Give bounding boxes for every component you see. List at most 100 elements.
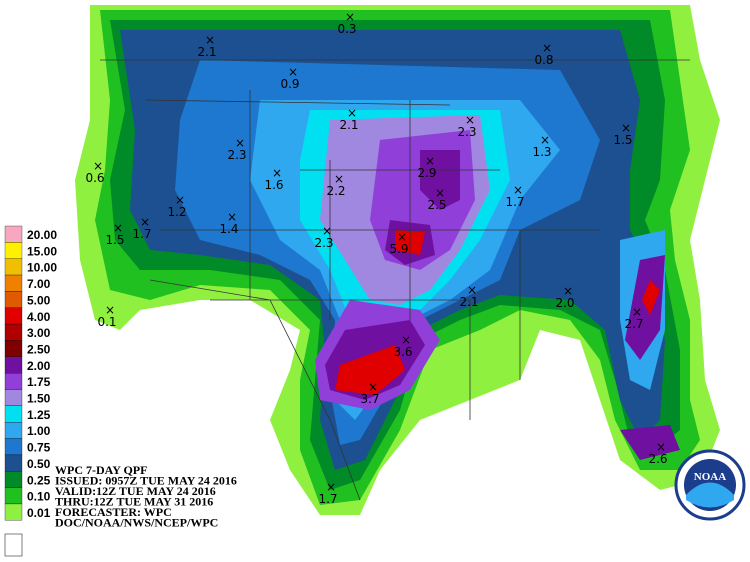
logo-text: NOAA	[694, 471, 726, 483]
max-value: 2.0	[555, 296, 574, 310]
max-value: 2.6	[648, 452, 667, 466]
max-value: 2.5	[427, 198, 446, 212]
legend-swatch	[4, 274, 23, 292]
max-value: 2.7	[624, 317, 643, 331]
legend-label: 3.00	[27, 326, 51, 340]
legend-label: 10.00	[27, 261, 57, 275]
boundaries	[100, 59, 690, 501]
legend-label: 0.50	[27, 457, 51, 471]
max-marker: ×	[656, 440, 666, 454]
legend-swatch	[4, 503, 23, 521]
legend-label: 0.75	[27, 441, 51, 455]
state-lines	[100, 59, 690, 501]
max-value: 1.5	[105, 233, 124, 247]
max-value: 2.3	[314, 236, 333, 250]
max-marker: ×	[326, 480, 336, 494]
max-marker: ×	[467, 283, 477, 297]
legend-swatch	[4, 323, 23, 341]
legend-label: 2.00	[27, 359, 51, 373]
legend-swatch	[4, 438, 23, 456]
max-value: 1.7	[132, 227, 151, 241]
max-marker: ×	[140, 215, 150, 229]
region-400	[335, 230, 660, 395]
max-marker: ×	[272, 166, 282, 180]
max-marker: ×	[175, 193, 185, 207]
max-value: 0.3	[337, 22, 356, 36]
legend-label: 0.25	[27, 473, 51, 487]
max-marker: ×	[347, 106, 357, 120]
max-marker: ×	[368, 380, 378, 394]
info-line: DOC/NOAA/NWS/NCEP/WPC	[55, 516, 218, 530]
legend-label: 1.25	[27, 408, 51, 422]
max-marker: ×	[632, 305, 642, 319]
max-marker: ×	[334, 172, 344, 186]
logo-wave	[686, 482, 734, 508]
max-marker: ×	[322, 224, 332, 238]
region-200b	[620, 255, 680, 460]
max-marker: ×	[105, 303, 115, 317]
max-marker: ×	[513, 183, 523, 197]
legend-swatch	[4, 422, 23, 439]
max-marker: ×	[401, 333, 411, 347]
legend-label: 0.10	[27, 490, 51, 504]
legend-label: 2.50	[27, 342, 51, 356]
max-marker: ×	[113, 221, 123, 235]
legend-swatch	[4, 471, 23, 488]
legend-swatch	[4, 372, 23, 390]
max-marker: ×	[465, 113, 475, 127]
max-value: 1.3	[532, 145, 551, 159]
max-value: 0.9	[280, 77, 299, 91]
info-line: ISSUED: 0957Z TUE MAY 24 2016	[55, 474, 237, 488]
info-line: FORECASTER: WPC	[55, 505, 172, 519]
info-line: VALID:12Z TUE MAY 24 2016	[55, 484, 216, 498]
legend-swatch	[4, 487, 23, 505]
max-value: 2.1	[339, 118, 358, 132]
info-line: WPC 7-DAY QPF	[55, 463, 147, 477]
legend-label: 1.50	[27, 392, 51, 406]
legend: 20.00 15.00 10.00 7.00 5.00 4.00 3.00 2.50 2.00 1…	[4, 225, 57, 521]
max-marker: ×	[227, 210, 237, 224]
max-marker: ×	[425, 154, 435, 168]
max-value: 0.6	[85, 171, 104, 185]
max-value: 2.1	[197, 45, 216, 59]
legend-label: 15.00	[27, 244, 57, 258]
legend-label: 7.00	[27, 277, 51, 291]
max-value: 3.7	[360, 392, 379, 406]
max-marker: ×	[540, 133, 550, 147]
legend-blank-swatch	[4, 533, 23, 557]
legend-label: 4.00	[27, 310, 51, 324]
precip-field	[75, 5, 720, 515]
legend-label: 20.00	[27, 228, 57, 242]
legend-swatch	[4, 307, 23, 325]
max-value: 0.8	[534, 53, 553, 67]
max-value: 2.3	[457, 125, 476, 139]
max-value: 5.9	[389, 242, 408, 256]
max-marker: ×	[563, 284, 573, 298]
max-marker: ×	[397, 230, 407, 244]
max-value: 1.7	[505, 195, 524, 209]
legend-swatch	[4, 356, 23, 374]
max-marker: ×	[621, 121, 631, 135]
legend-label: 1.75	[27, 375, 51, 389]
legend-swatch	[4, 454, 23, 472]
max-marker: ×	[205, 33, 215, 47]
legend-label: 1.00	[27, 424, 51, 438]
max-value: 0.1	[97, 315, 116, 329]
max-value: 2.3	[227, 148, 246, 162]
max-value: 2.9	[417, 166, 436, 180]
max-marker: ×	[542, 41, 552, 55]
legend-label: 5.00	[27, 293, 51, 307]
legend-swatch	[4, 405, 23, 423]
max-value: 1.7	[318, 492, 337, 506]
legend-swatch	[4, 389, 23, 407]
max-value: 3.6	[393, 345, 412, 359]
legend-swatch	[4, 225, 23, 243]
max-value: 2.2	[326, 184, 345, 198]
legend-swatch	[4, 291, 23, 308]
legend-label: 0.01	[27, 506, 51, 520]
legend-swatch	[4, 258, 23, 276]
max-value: 1.5	[613, 133, 632, 147]
legend-swatch	[4, 340, 23, 357]
